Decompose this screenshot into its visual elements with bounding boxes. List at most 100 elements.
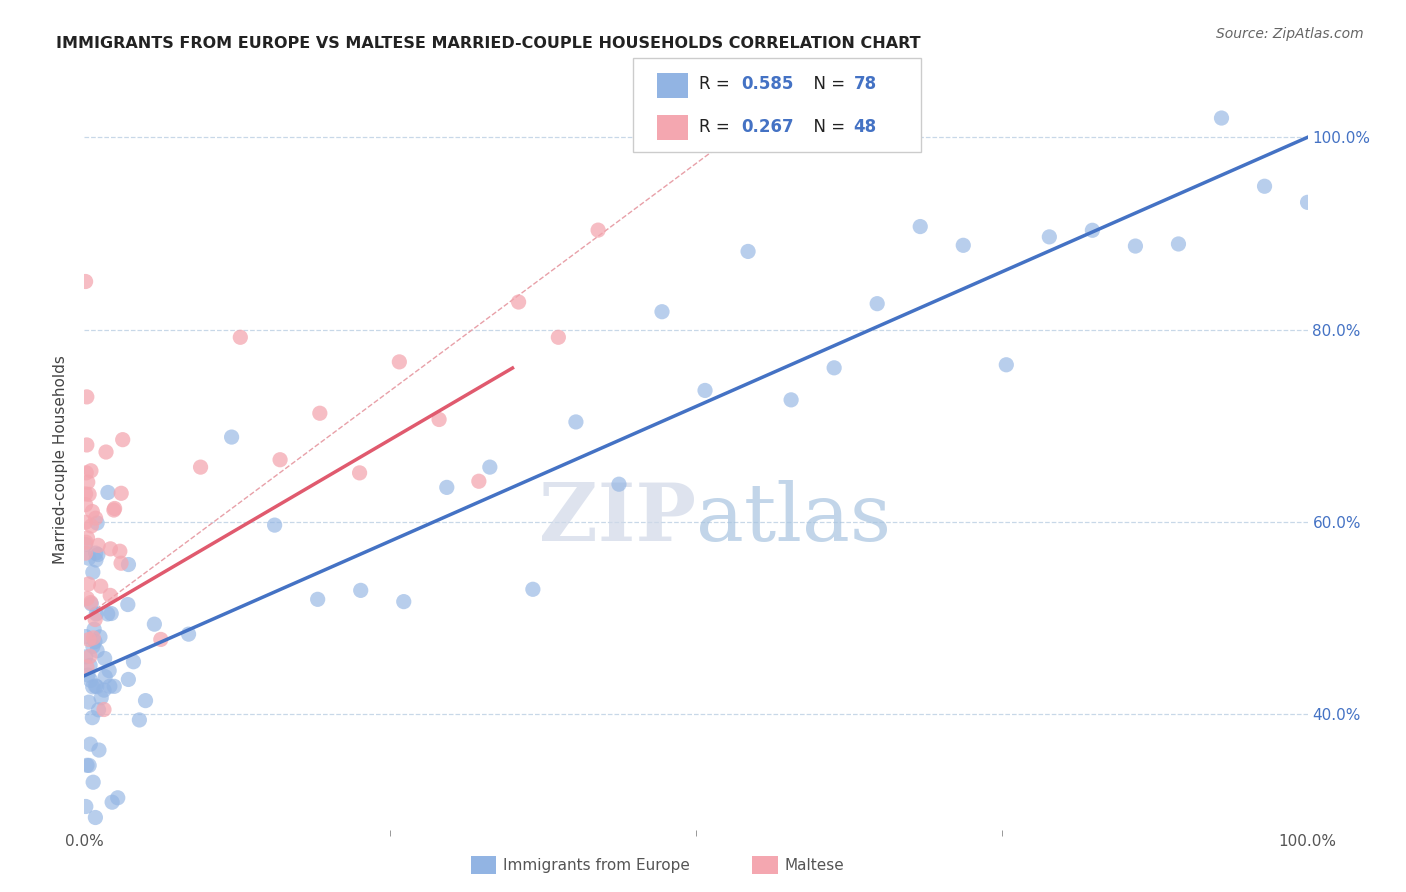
Point bbox=[508, 295, 530, 310]
Point bbox=[122, 655, 145, 669]
Point bbox=[79, 658, 101, 673]
Point bbox=[307, 592, 329, 607]
Point bbox=[103, 679, 125, 693]
Point bbox=[104, 501, 127, 516]
Point bbox=[823, 360, 845, 375]
Text: 0.585: 0.585 bbox=[741, 75, 793, 94]
Point bbox=[269, 452, 291, 467]
Point bbox=[90, 579, 112, 593]
Point bbox=[98, 588, 121, 602]
Point bbox=[82, 566, 104, 580]
Point bbox=[84, 634, 107, 648]
Point bbox=[75, 630, 97, 644]
Point bbox=[565, 415, 588, 429]
Point bbox=[135, 693, 157, 707]
Point bbox=[79, 673, 101, 688]
Text: Maltese: Maltese bbox=[785, 858, 844, 872]
Point bbox=[97, 607, 120, 621]
Point bbox=[84, 511, 107, 525]
Point bbox=[76, 531, 98, 545]
Point bbox=[910, 219, 932, 234]
Point bbox=[221, 430, 243, 444]
Point bbox=[308, 406, 330, 420]
Point bbox=[83, 622, 105, 636]
Point bbox=[77, 695, 100, 709]
Point bbox=[392, 594, 415, 608]
Point bbox=[94, 445, 117, 459]
Point bbox=[87, 548, 110, 562]
Point bbox=[84, 553, 107, 567]
Point bbox=[177, 627, 200, 641]
Point bbox=[87, 743, 110, 757]
Point bbox=[143, 617, 166, 632]
Point bbox=[75, 535, 97, 549]
Text: N =: N = bbox=[803, 75, 851, 94]
Text: N =: N = bbox=[803, 118, 851, 136]
Point bbox=[77, 758, 100, 772]
Point bbox=[75, 537, 97, 551]
Point bbox=[737, 244, 759, 259]
Point bbox=[82, 640, 104, 654]
Point bbox=[84, 613, 107, 627]
Point bbox=[76, 438, 98, 452]
Point bbox=[103, 503, 125, 517]
Point bbox=[75, 498, 97, 512]
Point bbox=[263, 518, 285, 533]
Point bbox=[110, 486, 132, 500]
Text: atlas: atlas bbox=[696, 480, 891, 558]
Point bbox=[77, 632, 100, 647]
Point bbox=[97, 485, 120, 500]
Point bbox=[77, 577, 100, 591]
Point bbox=[93, 651, 115, 665]
Point bbox=[1125, 239, 1147, 253]
Point bbox=[87, 703, 110, 717]
Point bbox=[75, 466, 97, 480]
Point bbox=[190, 460, 212, 475]
Point bbox=[89, 630, 111, 644]
Point bbox=[90, 690, 112, 705]
Point bbox=[693, 384, 716, 398]
Point bbox=[108, 544, 131, 558]
Text: IMMIGRANTS FROM EUROPE VS MALTESE MARRIED-COUPLE HOUSEHOLDS CORRELATION CHART: IMMIGRANTS FROM EUROPE VS MALTESE MARRIE… bbox=[56, 36, 921, 51]
Y-axis label: Married-couple Households: Married-couple Households bbox=[53, 355, 69, 564]
Text: 0.267: 0.267 bbox=[741, 118, 793, 136]
Point bbox=[388, 355, 411, 369]
Point bbox=[82, 775, 104, 789]
Text: R =: R = bbox=[699, 75, 735, 94]
Point bbox=[86, 680, 108, 694]
Text: ZIP: ZIP bbox=[538, 480, 696, 558]
Text: Immigrants from Europe: Immigrants from Europe bbox=[503, 858, 690, 872]
Point bbox=[100, 541, 122, 556]
Point bbox=[80, 464, 103, 478]
Point bbox=[76, 758, 98, 772]
Point bbox=[75, 275, 97, 289]
Point bbox=[80, 595, 103, 609]
Point bbox=[117, 598, 139, 612]
Point bbox=[586, 223, 609, 237]
Point bbox=[98, 664, 121, 678]
Text: R =: R = bbox=[699, 118, 735, 136]
Point bbox=[1211, 111, 1233, 125]
Point bbox=[98, 679, 121, 693]
Point bbox=[1081, 223, 1104, 237]
Point bbox=[75, 487, 97, 501]
Point bbox=[76, 591, 98, 606]
Point bbox=[468, 475, 491, 489]
Point bbox=[82, 680, 104, 694]
Point bbox=[87, 538, 110, 552]
Point bbox=[350, 583, 373, 598]
Point bbox=[79, 649, 101, 664]
Point bbox=[75, 799, 97, 814]
Point bbox=[995, 358, 1018, 372]
Point bbox=[349, 466, 371, 480]
Text: 48: 48 bbox=[853, 118, 876, 136]
Point bbox=[101, 795, 124, 809]
Point bbox=[866, 296, 889, 310]
Point bbox=[79, 737, 101, 751]
Point bbox=[547, 330, 569, 344]
Point bbox=[478, 460, 501, 475]
Point bbox=[1038, 230, 1060, 244]
Point bbox=[1253, 179, 1275, 194]
Point bbox=[651, 304, 673, 318]
Point bbox=[75, 546, 97, 560]
